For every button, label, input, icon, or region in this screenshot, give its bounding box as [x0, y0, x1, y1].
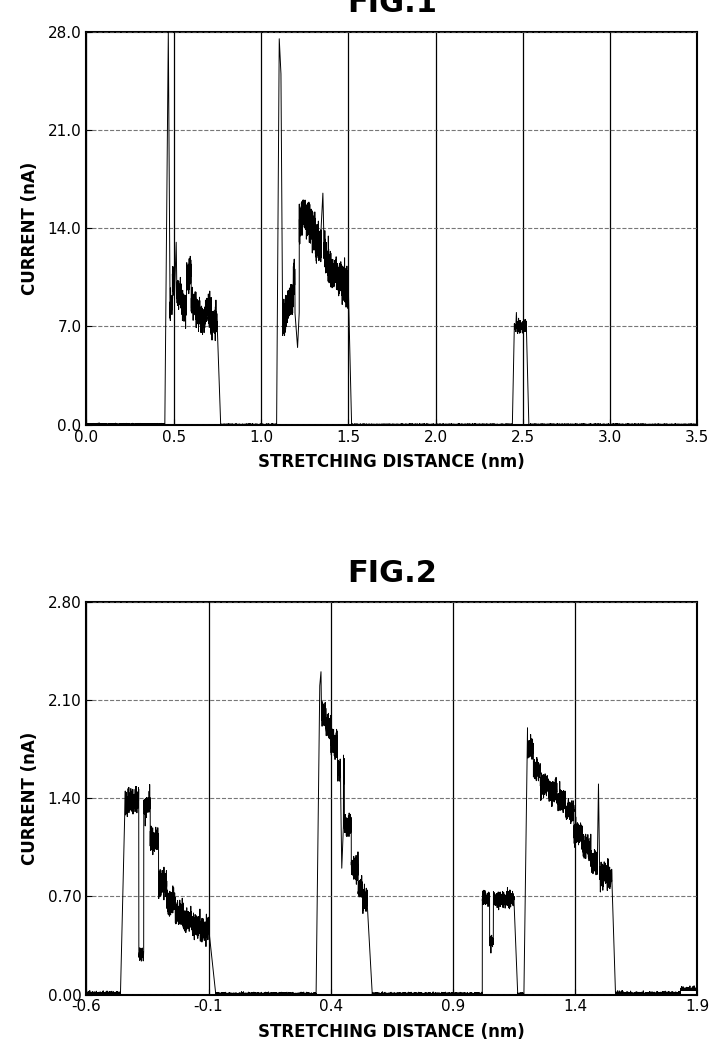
- Title: FIG.1: FIG.1: [347, 0, 437, 18]
- Title: FIG.2: FIG.2: [347, 559, 437, 588]
- Y-axis label: CURRENT (nA): CURRENT (nA): [22, 162, 40, 295]
- X-axis label: STRETCHING DISTANCE (nm): STRETCHING DISTANCE (nm): [258, 453, 526, 471]
- X-axis label: STRETCHING DISTANCE (nm): STRETCHING DISTANCE (nm): [258, 1023, 526, 1041]
- Y-axis label: CURRENT (nA): CURRENT (nA): [22, 731, 40, 864]
